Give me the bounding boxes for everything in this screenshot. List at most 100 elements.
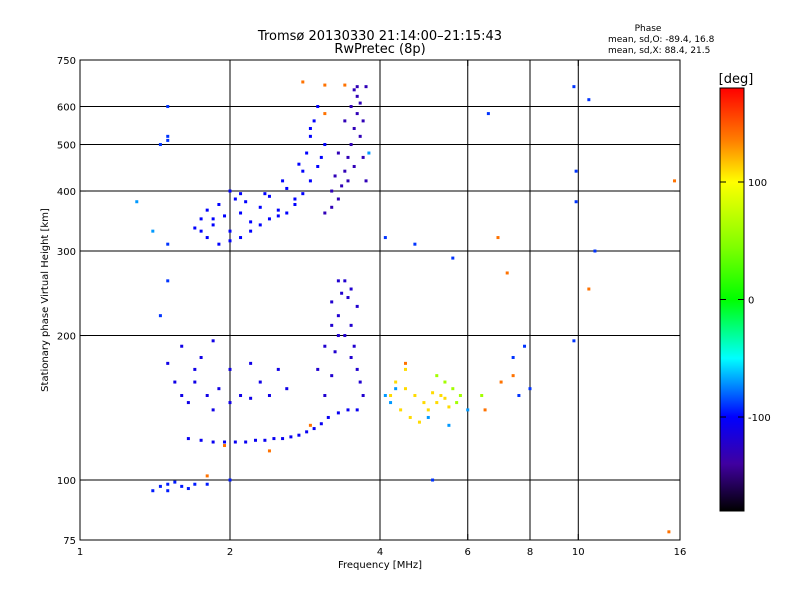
data-point [417,420,421,424]
y-tick-label: 100 [57,476,76,487]
data-point [340,291,344,295]
data-point [447,405,451,409]
data-point [258,223,262,227]
data-point [343,334,347,338]
data-point [340,184,344,188]
data-point [205,482,209,486]
data-point [443,396,447,400]
data-point [355,408,359,412]
data-point [343,83,347,87]
data-point [301,169,305,173]
data-point [346,155,350,159]
data-point [276,208,280,212]
x-tick-label: 16 [674,547,687,558]
data-point [166,134,170,138]
data-point [297,433,301,437]
data-point [364,179,368,183]
data-point [158,143,162,147]
data-point [361,119,365,123]
data-point [289,435,293,439]
data-point [451,387,455,391]
phase-stats-o: mean, sd,O: -89.4, 16.8 [608,35,715,45]
data-point [228,478,232,482]
data-point [301,80,305,84]
data-point [166,138,170,142]
data-point [323,211,327,215]
data-point [572,339,576,343]
data-point [305,430,309,434]
data-point [426,408,430,412]
data-point [511,355,515,359]
data-point [346,408,350,412]
data-point [499,380,503,384]
data-point [336,279,340,283]
data-point [158,484,162,488]
data-point [166,482,170,486]
data-point [458,394,462,398]
data-point [217,387,221,391]
data-point [480,394,484,398]
data-point [272,437,276,441]
data-point [336,334,340,338]
data-point [352,126,356,130]
data-point [263,192,267,196]
data-point [349,143,353,147]
data-point [574,200,578,204]
data-point [228,239,232,243]
y-axis-label: Stationary phase Virtual Height [km] [40,208,51,392]
data-point [258,380,262,384]
data-point [349,105,353,109]
data-point [285,387,289,391]
data-point [193,226,197,230]
data-point [239,394,243,398]
data-point [239,192,243,196]
data-point [239,211,243,215]
data-point [673,179,677,183]
data-point [523,344,527,348]
data-point [249,229,253,233]
data-point [186,487,190,491]
data-point [267,394,271,398]
data-point [308,423,312,427]
data-point [333,174,337,178]
data-point [389,401,393,405]
data-point [349,287,353,291]
data-point [166,105,170,109]
data-point [151,229,155,233]
data-point [249,396,253,400]
data-point [228,229,232,233]
data-point [403,367,407,371]
data-point [528,387,532,391]
data-point [349,323,353,327]
colorbar-tick-label: 100 [748,178,767,189]
phase-stats: Phase mean, sd,O: -89.4, 16.8 mean, sd,X… [608,24,715,56]
data-point [413,242,417,246]
data-point [323,344,327,348]
data-point [355,94,359,98]
data-point [505,271,509,275]
data-point [193,367,197,371]
data-point [305,151,309,155]
y-tick-label: 600 [57,103,76,114]
y-tick-label: 300 [57,247,76,258]
grid [80,60,680,540]
phase-stats-x: mean, sd,X: 88.4, 21.5 [608,46,710,56]
data-point [361,394,365,398]
data-point [308,179,312,183]
data-point [383,236,387,240]
data-point [435,401,439,405]
data-point [267,449,271,453]
data-point [355,367,359,371]
data-point [180,394,184,398]
data-point [358,380,362,384]
data-point [166,361,170,365]
data-point [186,401,190,405]
data-point [352,344,356,348]
data-point [244,200,248,204]
data-point [316,164,320,168]
data-point [267,194,271,198]
data-points [135,80,677,534]
data-point [408,415,412,419]
data-point [394,380,398,384]
data-point [349,355,353,359]
